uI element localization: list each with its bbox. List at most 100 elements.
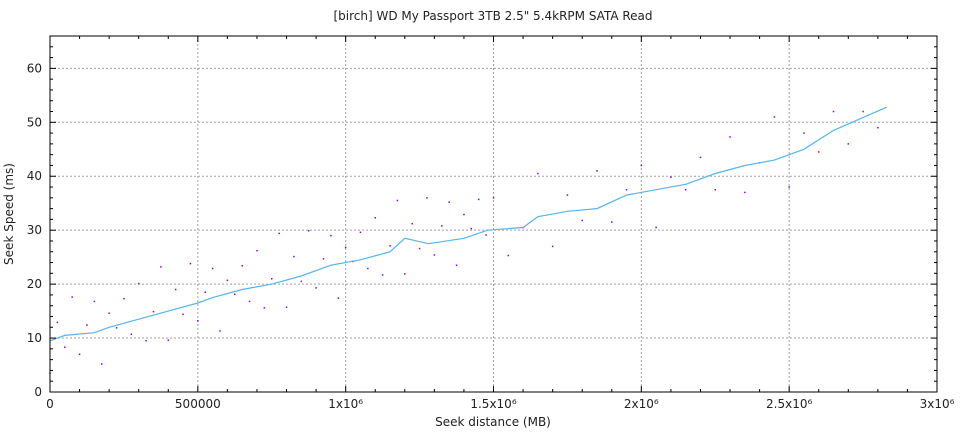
scatter-point [551, 245, 554, 248]
x-tick-label: 500000 [175, 397, 221, 411]
y-tick-label: 60 [27, 61, 42, 75]
y-tick-label: 40 [27, 169, 42, 183]
scatter-point [226, 279, 229, 282]
scatter-point [219, 330, 221, 332]
scatter-point [773, 116, 776, 118]
scatter-point [448, 201, 450, 203]
scatter-point [108, 312, 110, 314]
scatter-point [847, 143, 850, 145]
scatter-point [877, 126, 879, 129]
scatter-point [56, 321, 59, 324]
scatter-point [433, 254, 436, 256]
y-axis-label: Seek Speed (ms) [2, 163, 16, 265]
y-tick-label: 0 [34, 385, 42, 399]
scatter-point [729, 136, 731, 138]
scatter-point [86, 324, 88, 326]
scatter-point [470, 227, 473, 230]
scatter-point [803, 132, 805, 134]
scatter-point [293, 255, 295, 258]
scatter-point [248, 300, 251, 303]
x-tick-label: 2.5x10⁶ [766, 397, 812, 411]
grid [50, 36, 937, 392]
scatter-point [300, 280, 303, 283]
scatter-point [714, 188, 716, 191]
scatter-point [93, 300, 96, 303]
y-tick-label: 20 [27, 277, 42, 291]
y-tick-label: 50 [27, 115, 42, 129]
scatter-point [100, 363, 103, 365]
scatter-point [485, 234, 487, 236]
scatter-point [182, 313, 184, 316]
x-tick-label: 1x10⁶ [328, 397, 363, 411]
scatter-point [463, 213, 465, 216]
scatter-point [337, 297, 340, 299]
scatter-point [832, 110, 835, 113]
scatter-point [396, 199, 399, 202]
scatter-point [123, 297, 125, 300]
axis-ticks: 0 500000 1x10⁶ 1.5x10⁶ 2x10⁶ 2.5x10⁶ 3x10⁶ 0 10 2… [27, 36, 955, 411]
scatter-point [492, 197, 495, 199]
x-tick-label: 1.5x10⁶ [470, 397, 516, 411]
scatter-point [330, 234, 332, 237]
scatter-point [566, 194, 569, 196]
scatter-point [211, 267, 214, 270]
trend-line-group [49, 106, 887, 342]
scatter-point [367, 267, 369, 270]
scatter-point [418, 247, 421, 250]
scatter-point [174, 288, 177, 291]
scatter-point [537, 172, 539, 175]
scatter-point [788, 186, 790, 188]
scatter-point [130, 333, 133, 336]
chart-title: [birch] WD My Passport 3TB 2.5" 5.4kRPM … [333, 9, 652, 23]
scatter-point [145, 340, 147, 342]
scatter-point [160, 266, 162, 268]
scatter-point [684, 188, 687, 191]
scatter-point [78, 353, 81, 355]
scatter-point [404, 273, 406, 275]
scatter-point [411, 222, 413, 225]
scatter-points [49, 110, 879, 374]
scatter-point [359, 231, 362, 234]
scatter-point [167, 339, 170, 341]
scatter-point [640, 164, 643, 167]
scatter-point [315, 287, 317, 289]
scatter-point [426, 197, 428, 199]
scatter-point [344, 246, 347, 249]
x-tick-label: 3x10⁶ [920, 397, 955, 411]
scatter-point [71, 296, 73, 298]
scatter-point [322, 258, 325, 260]
x-tick-label: 0 [46, 397, 54, 411]
scatter-point [670, 176, 672, 179]
scatter-point [115, 327, 118, 329]
scatter-point [441, 225, 443, 227]
scatter-point [307, 229, 310, 232]
scatter-point [234, 293, 236, 296]
trend-line [49, 106, 887, 342]
scatter-point [263, 307, 266, 309]
scatter-point [581, 219, 583, 222]
scatter-point [744, 191, 746, 194]
scatter-point [189, 262, 192, 265]
scatter-point [862, 110, 864, 113]
scatter-point [241, 265, 243, 267]
scatter-point [278, 232, 280, 235]
scatter-point [137, 282, 140, 285]
scatter-point [596, 170, 598, 172]
scatter-point [197, 320, 199, 322]
scatter-point [611, 221, 613, 223]
y-tick-label: 30 [27, 223, 42, 237]
scatter-point [374, 217, 376, 219]
scatter-point [271, 277, 273, 280]
scatter-point [204, 291, 206, 293]
x-tick-label: 2x10⁶ [624, 397, 659, 411]
scatter-point [655, 226, 657, 229]
y-tick-label: 10 [27, 331, 42, 345]
scatter-point [152, 310, 155, 313]
scatter-point [625, 188, 628, 191]
scatter-point [507, 254, 510, 257]
scatter-point [389, 245, 391, 247]
scatter-point [285, 306, 288, 309]
scatter-point [477, 198, 480, 201]
scatter-point [256, 249, 258, 252]
